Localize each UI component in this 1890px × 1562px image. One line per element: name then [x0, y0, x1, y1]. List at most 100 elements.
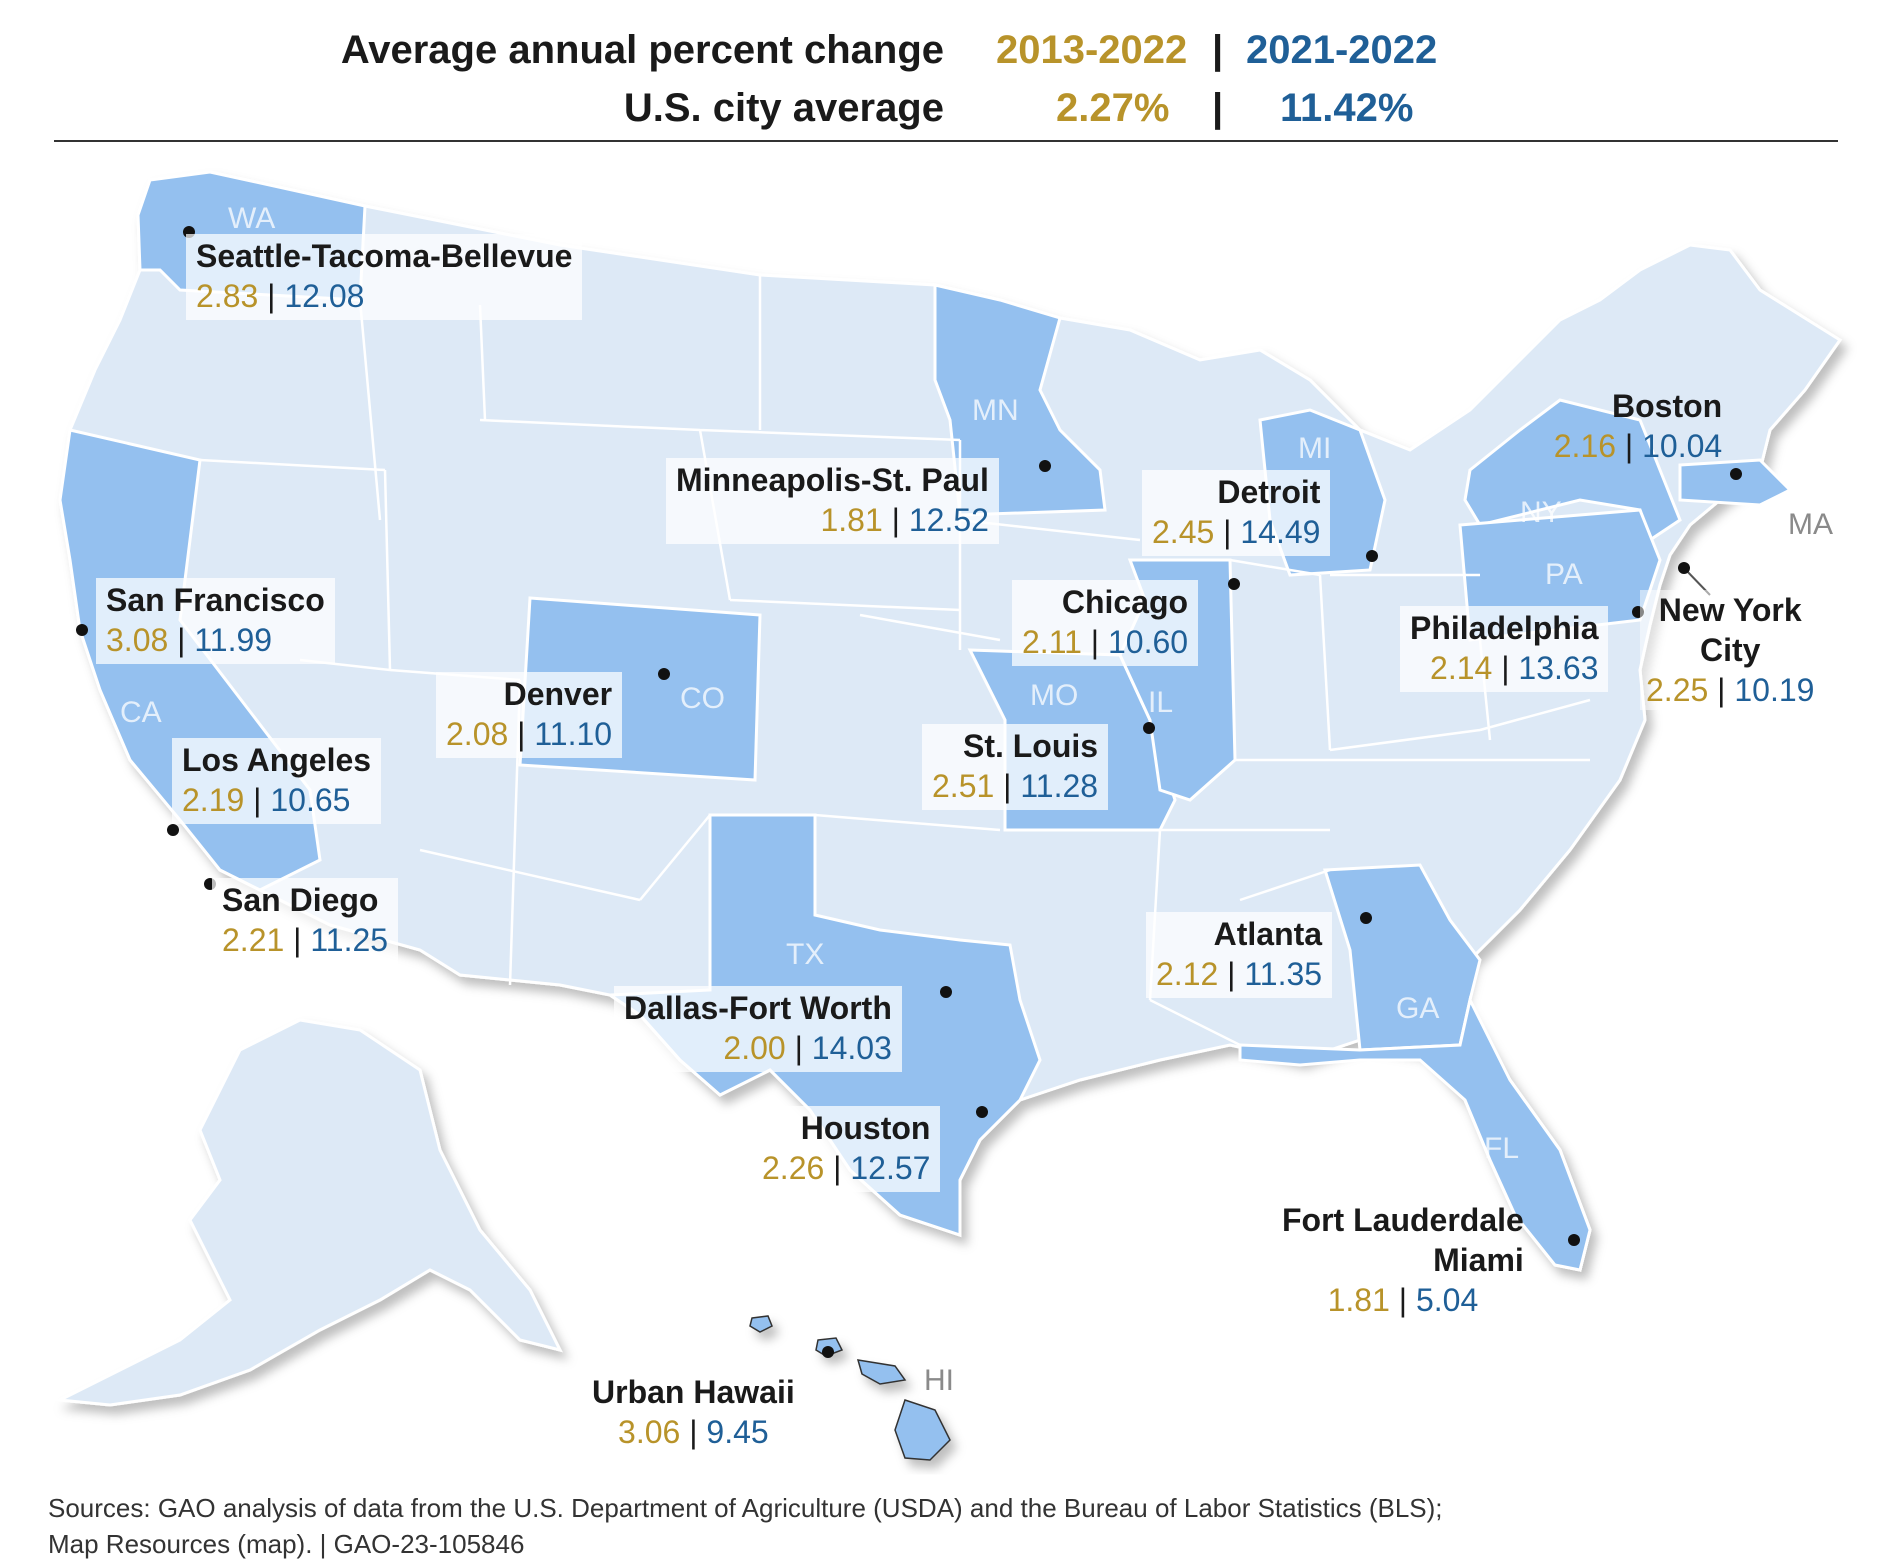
state-label-co: CO [680, 682, 725, 715]
state-label-ga: GA [1396, 992, 1439, 1025]
city-label-houston: Houston 2.26 | 12.57 [752, 1106, 941, 1192]
state-label-ca: CA [120, 696, 162, 729]
state-label-mn: MN [972, 394, 1019, 427]
city-dot-houston [976, 1106, 988, 1118]
value-separator: | [177, 622, 186, 658]
city-label-seattle: Seattle-Tacoma-Bellevue 2.83 | 12.08 [186, 234, 583, 320]
city-name: Atlanta [1213, 916, 1323, 952]
city-value-b: 10.04 [1642, 428, 1723, 464]
state-label-wa: WA [228, 202, 275, 235]
value-separator: | [833, 1150, 842, 1186]
city-name: San Francisco [106, 582, 325, 618]
city-dot-miami [1568, 1234, 1580, 1246]
value-separator: | [253, 782, 262, 818]
city-value-a: 2.21 [222, 922, 285, 958]
city-value-b: 14.49 [1240, 514, 1321, 550]
city-value-b: 10.65 [270, 782, 351, 818]
header-avg-a: 2.27% [1056, 86, 1170, 130]
map-alaska [54, 1018, 563, 1407]
source-line-2: Map Resources (map). | GAO-23-105846 [48, 1529, 525, 1559]
value-separator: | [1227, 956, 1236, 992]
city-name: Denver [503, 676, 613, 712]
city-dot-minneapolis [1039, 460, 1051, 472]
city-value-b: 11.99 [194, 622, 273, 658]
source-line-1: Sources: GAO analysis of data from the U… [48, 1493, 1443, 1523]
city-value-b: 11.28 [1020, 768, 1099, 804]
city-value-a: 3.08 [106, 622, 169, 658]
state-label-mo: MO [1030, 679, 1078, 712]
city-label-newyork: New York City 2.25 | 10.19 [1640, 590, 1821, 710]
city-name-line2: City [1700, 632, 1761, 668]
city-value-b: 14.03 [811, 1030, 892, 1066]
header-period-b: 2021-2022 [1246, 28, 1438, 72]
city-value-b: 13.63 [1518, 650, 1599, 686]
city-value-b: 9.45 [706, 1414, 769, 1450]
city-value-b: 12.08 [284, 278, 365, 314]
city-label-detroit: Detroit 2.45 | 14.49 [1142, 470, 1331, 556]
value-separator: | [1717, 672, 1726, 708]
city-name: St. Louis [962, 728, 1099, 764]
header-avg-label: U.S. city average [623, 86, 944, 130]
state-label-mi: MI [1298, 432, 1331, 465]
city-dot-detroit [1366, 550, 1378, 562]
city-label-sandiego: San Diego 2.21 | 11.25 [212, 878, 399, 964]
city-label-hawaii: Urban Hawaii 3.06 | 9.45 [582, 1370, 805, 1456]
city-value-a: 2.11 [1022, 624, 1082, 660]
state-ma [1678, 458, 1793, 507]
city-label-miami: Fort Lauderdale Miami 1.81 | 5.04 [1272, 1198, 1534, 1324]
city-dot-dallas [940, 986, 952, 998]
city-value-b: 12.57 [850, 1150, 931, 1186]
city-dot-newyork [1678, 562, 1690, 574]
city-dot-hawaii [822, 1346, 834, 1358]
header-divider [54, 140, 1838, 142]
city-label-losangeles: Los Angeles 2.19 | 10.65 [172, 738, 382, 824]
map-hawaii-maui [856, 1359, 907, 1385]
city-label-boston: Boston 2.16 | 10.04 [1512, 384, 1732, 470]
city-name: Urban Hawaii [592, 1374, 795, 1410]
city-dot-atlanta [1360, 912, 1372, 924]
city-label-chicago: Chicago 2.11 | 10.60 [1012, 580, 1199, 666]
city-value-a: 1.81 [1327, 1282, 1390, 1318]
source-note: Sources: GAO analysis of data from the U… [48, 1490, 1443, 1562]
value-separator: | [1398, 1282, 1408, 1318]
city-value-a: 2.14 [1430, 650, 1493, 686]
city-value-b: 5.04 [1415, 1282, 1479, 1318]
city-value-b: 11.25 [310, 922, 389, 958]
city-value-b: 10.19 [1734, 672, 1815, 708]
city-dot-denver [658, 668, 670, 680]
city-name: Los Angeles [182, 742, 372, 778]
city-label-denver: Denver 2.08 | 11.10 [436, 672, 623, 758]
state-mn [933, 283, 1107, 517]
city-name: Houston [800, 1110, 931, 1146]
city-value-a: 2.16 [1553, 428, 1617, 464]
city-value-b: 10.60 [1108, 624, 1189, 660]
state-label-fl: FL [1484, 1132, 1519, 1165]
city-value-a: 3.06 [618, 1414, 681, 1450]
value-separator: | [891, 502, 900, 538]
city-label-stlouis: St. Louis 2.51 | 11.28 [922, 724, 1109, 810]
city-value-b: 12.52 [908, 502, 989, 538]
city-name-line2: Miami [1433, 1242, 1524, 1278]
state-label-pa: PA [1545, 558, 1583, 591]
city-value-a: 2.83 [196, 278, 259, 314]
city-name: Chicago [1061, 584, 1189, 620]
city-dot-boston [1730, 468, 1742, 480]
city-label-minneapolis: Minneapolis-St. Paul 1.81 | 12.52 [666, 458, 999, 544]
value-separator: | [1223, 514, 1232, 550]
state-label-tx: TX [786, 938, 824, 971]
city-name: Detroit [1217, 474, 1321, 510]
city-name: Seattle-Tacoma-Bellevue [196, 238, 573, 274]
header-avg-separator: | [1212, 86, 1224, 130]
header-separator: | [1212, 28, 1224, 72]
city-dot-stlouis [1143, 722, 1155, 734]
city-name-line1: Fort Lauderdale [1282, 1202, 1524, 1238]
city-name-line1: New York [1658, 592, 1802, 628]
city-label-philadelphia: Philadelphia 2.14 | 13.63 [1400, 606, 1609, 692]
city-value-a: 2.51 [932, 768, 995, 804]
value-separator: | [689, 1414, 698, 1450]
value-separator: | [1501, 650, 1510, 686]
city-dot-chicago [1228, 578, 1240, 590]
value-separator: | [1003, 768, 1012, 804]
city-value-a: 2.19 [182, 782, 245, 818]
city-value-b: 11.35 [1244, 956, 1323, 992]
